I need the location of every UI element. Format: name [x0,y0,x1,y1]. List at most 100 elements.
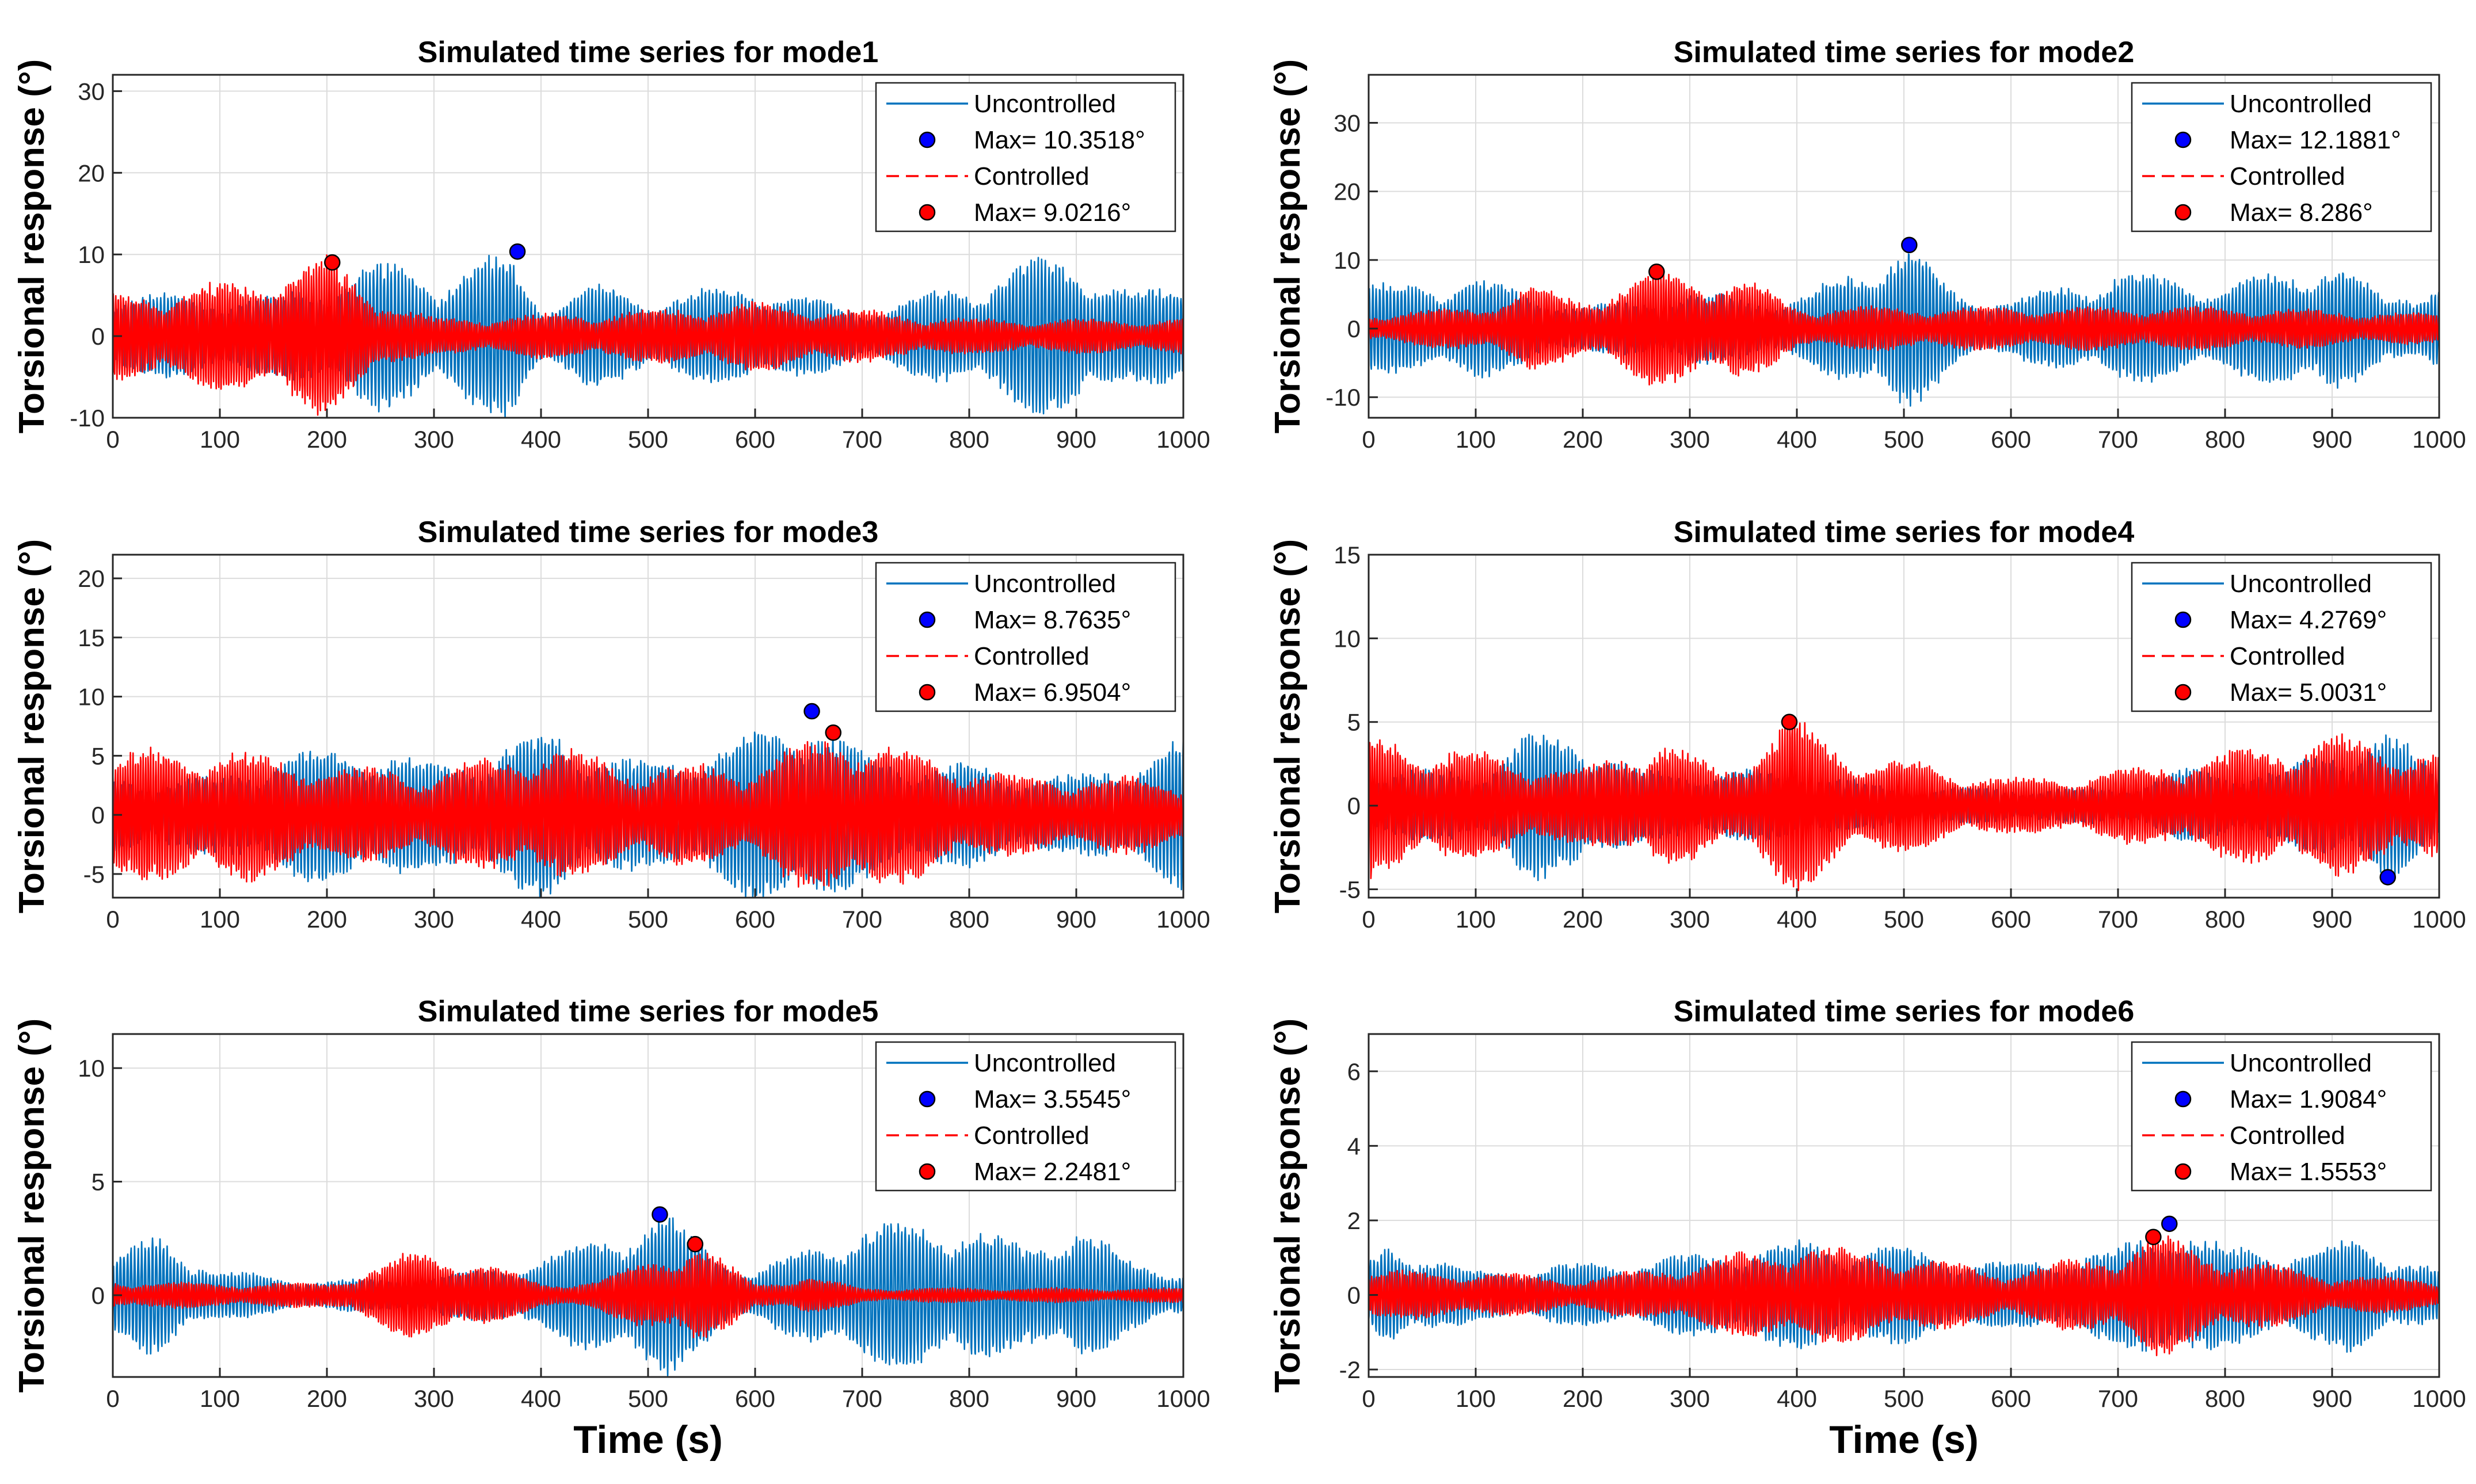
legend-entry-uncontrolled: Uncontrolled [886,90,1116,118]
x-tick-label: 500 [1884,426,1924,453]
legend-label: Uncontrolled [2230,90,2372,118]
subplot-mode3: 0 100 200 300 400 500 600 700 800 900 1000-5051015… [12,516,1210,933]
series-group [113,731,1183,898]
y-tick-label: 0 [1347,315,1361,342]
y-axis-label: Torsional response (°) [12,59,52,434]
x-tick-label: 900 [1056,1385,1096,1412]
x-tick-label: 600 [1991,426,2031,453]
legend: Uncontrolled Max= 10.3518° Controlled Max= … [875,82,1176,232]
legend-entry-uncontrolled: Uncontrolled [886,1049,1116,1077]
legend-label: Max= 2.2481° [974,1158,1131,1186]
legend-entry-max-uncontrolled: Max= 8.7635° [919,606,1131,634]
max-marker-uncontrolled [509,243,526,260]
legend-entry-max-uncontrolled: Max= 3.5545° [919,1085,1131,1113]
y-tick-label: 0 [92,1282,105,1309]
legend: Uncontrolled Max= 8.7635° Controlled Max= 6… [875,562,1176,712]
legend-entry-uncontrolled: Uncontrolled [886,570,1116,598]
legend-entry-max-uncontrolled: Max= 4.2769° [2174,606,2387,634]
x-tick-label: 900 [2312,426,2352,453]
legend-entry-controlled: Controlled [2142,1121,2345,1150]
y-tick-label: 4 [1347,1132,1361,1159]
y-axis-label: Torsional response (°) [12,1018,52,1393]
max-marker-uncontrolled [1901,236,1918,254]
legend-label: Max= 8.286° [2230,199,2373,227]
series-group [113,254,1183,418]
x-tick-label: 300 [414,426,454,453]
x-tick-label: 200 [307,426,347,453]
legend-label: Uncontrolled [974,1049,1116,1077]
x-tick-label: 300 [414,906,454,933]
legend-label: Controlled [2230,642,2345,670]
y-tick-label: 6 [1347,1058,1361,1085]
x-tick-label: 900 [1056,426,1096,453]
y-axis-label: Torsional response (°) [12,539,52,914]
y-tick-label: -10 [70,405,105,432]
x-tick-label: 600 [1991,906,2031,933]
x-tick-label: 600 [735,1385,775,1412]
x-tick-label: 800 [2205,906,2245,933]
x-tick-label: 800 [2205,1385,2245,1412]
legend-marker-swatch [919,611,936,628]
legend-marker-swatch [2174,1090,2192,1108]
x-tick-label: 1000 [1156,426,1210,453]
y-tick-label: 10 [1334,247,1361,274]
series-line-controlled [1369,267,2439,386]
legend-marker-swatch [2174,131,2192,148]
y-axis-label: Torsional response (°) [1268,59,1308,434]
legend-entry-controlled: Controlled [886,162,1090,190]
legend-label: Controlled [974,162,1090,190]
max-marker-uncontrolled [652,1206,668,1223]
legend: Uncontrolled Max= 3.5545° Controlled Max= 2… [875,1041,1176,1192]
legend-entry-max-uncontrolled: Max= 1.9084° [2174,1085,2387,1113]
legend-label: Max= 1.9084° [2230,1085,2387,1113]
x-tick-label: 100 [200,1385,240,1412]
y-tick-label: 10 [78,684,105,711]
y-tick-label: 5 [92,1169,105,1196]
x-tick-label: 700 [842,1385,882,1412]
series-group [1369,1235,2439,1356]
legend-label: Max= 5.0031° [2230,678,2387,707]
max-marker-controlled [1648,264,1665,280]
x-tick-label: 600 [735,906,775,933]
legend-entry-uncontrolled: Uncontrolled [2142,90,2372,118]
max-marker-uncontrolled [2161,1215,2178,1233]
max-marker-uncontrolled [2379,869,2396,886]
x-tick-label: 800 [949,906,989,933]
x-tick-label: 600 [735,426,775,453]
x-tick-label: 800 [2205,426,2245,453]
series-group [113,1217,1183,1376]
x-tick-label: 500 [1884,906,1924,933]
legend-marker-swatch [2174,204,2192,221]
x-tick-label: 700 [842,426,882,453]
legend-marker-swatch [919,1090,936,1108]
x-tick-label: 1000 [1156,1385,1210,1412]
x-tick-label: 800 [949,1385,989,1412]
y-tick-label: 20 [78,565,105,592]
x-tick-label: 500 [628,1385,668,1412]
legend-entry-max-uncontrolled: Max= 12.1881° [2174,126,2401,154]
series-line-controlled [1369,722,2439,891]
x-tick-label: 400 [521,1385,561,1412]
x-tick-label: 100 [200,906,240,933]
x-tick-label: 400 [1777,426,1817,453]
chart-title: Simulated time series for mode2 [1674,36,2135,69]
subplot-mode4: 0 100 200 300 400 500 600 700 800 900 1000-5051015… [1268,516,2466,933]
y-axis-label: Torsional response (°) [1268,539,1308,914]
legend-label: Uncontrolled [2230,1049,2372,1077]
x-tick-label: 300 [1670,906,1710,933]
y-tick-label: 5 [1347,709,1361,736]
legend-label: Uncontrolled [2230,570,2372,598]
x-tick-label: 100 [1456,426,1496,453]
y-tick-label: -5 [83,861,105,888]
y-tick-label: 10 [78,1055,105,1082]
y-tick-label: 10 [78,241,105,268]
y-tick-label: 20 [78,159,105,186]
max-marker-controlled [687,1235,704,1253]
x-tick-label: 300 [1670,1385,1710,1412]
x-tick-label: 100 [1456,1385,1496,1412]
x-tick-label: 400 [1777,906,1817,933]
legend-entry-max-controlled: Max= 9.0216° [919,199,1131,227]
chart-title: Simulated time series for mode6 [1674,995,2135,1028]
legend-marker-swatch [2174,611,2192,628]
